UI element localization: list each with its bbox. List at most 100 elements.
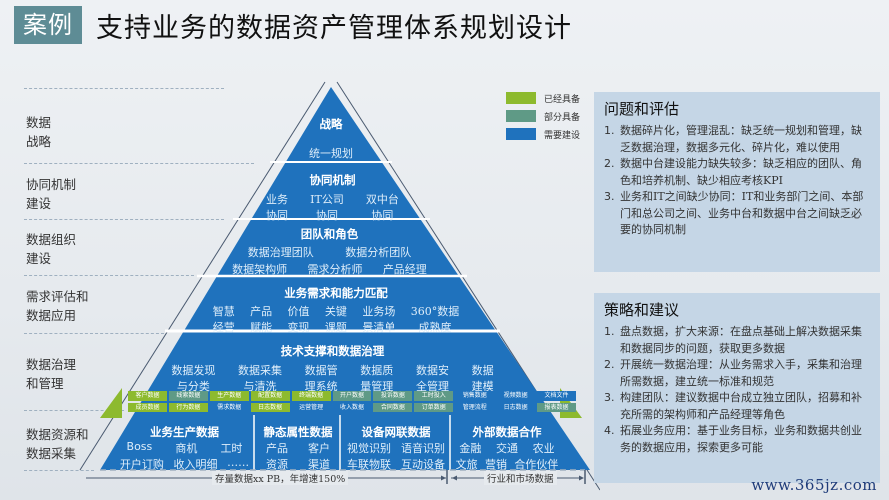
legend-label: 部分具备 xyxy=(544,112,581,123)
block-item: 金融 xyxy=(459,442,482,455)
item-line: 关键 xyxy=(324,305,347,318)
data-cell: 视频数据 xyxy=(496,391,536,401)
item-line: 协同 xyxy=(266,209,289,222)
list-item: 3. 业务和IT之间缺少协同：IT和业务部门之间、本部门和总公司之间、业务中台和数… xyxy=(604,189,870,239)
list-item: 1. 数据碎片化，管理混乱：缺乏统一规划和管理，缺乏数据治理，数据多元化、碎片化，… xyxy=(604,123,870,156)
block-item: 互动设备 xyxy=(401,458,445,471)
data-cell: 销售数据 xyxy=(455,391,495,401)
data-cell: 线索数据 xyxy=(168,391,208,401)
block-item: 收入明细 xyxy=(173,458,218,471)
data-cell: 工时投入 xyxy=(414,391,454,401)
label-line: 数据应用 xyxy=(26,308,77,323)
block-item: 车联物联 xyxy=(347,458,391,471)
item-number: 1. xyxy=(604,325,615,338)
item-line: 价值 xyxy=(287,305,310,318)
block-title: 业务生产数据 xyxy=(150,425,219,439)
panel-strategy: 策略和建议 1. 盘点数据，扩大来源：在盘点基础上解决数据采集和数据同步的问题，获… xyxy=(594,293,880,483)
data-cell: 开户数据 xyxy=(332,391,372,401)
tier-item: 数据治理团队 xyxy=(247,246,314,259)
level-label-collaboration: 协同机制 建设 xyxy=(26,175,76,213)
panel-title: 问题和评估 xyxy=(604,100,680,118)
item-text: 构建团队：建议数据中台成立独立团队，招募和补充所需的架构师和产品经理等角色 xyxy=(620,391,862,421)
divider xyxy=(24,410,124,411)
data-cell: 生产数据 xyxy=(209,391,249,401)
data-cell: 文档文件 xyxy=(537,391,576,401)
axis-label-market: 行业和市场数据 xyxy=(484,471,557,485)
label-line: 战略 xyxy=(26,134,52,149)
strategy-list: 1. 盘点数据，扩大来源：在盘点基础上解决数据采集和数据同步的问题，获取更多数据 … xyxy=(604,324,870,456)
item-line: 全管理 xyxy=(415,380,449,393)
tier-item: 产品 赋能 xyxy=(250,303,272,335)
tier-item: 数据发现 与分类 xyxy=(171,362,215,394)
tier-tech: 技术支撑和数据治理 数据发现 与分类 数据采集 与清洗 数据管 理系统 数据质 量管理 … xyxy=(160,343,505,394)
label-line: 数据治理 xyxy=(26,357,77,372)
divider xyxy=(24,163,254,164)
panel-title: 策略和建议 xyxy=(604,301,680,319)
tier-title: 团队和角色 xyxy=(300,227,359,241)
swatch-teal xyxy=(506,110,536,122)
item-line: 理系统 xyxy=(304,380,338,393)
block-item: 农业 xyxy=(532,442,555,455)
item-text: 盘点数据，扩大来源：在盘点基础上解决数据采集和数据同步的问题，获取更多数据 xyxy=(620,325,862,355)
tier-item: 数据分析团队 xyxy=(345,246,412,259)
tier-title: 战略 xyxy=(319,117,343,131)
item-line: IT公司 xyxy=(310,193,344,206)
item-line: 双中台 xyxy=(365,193,399,206)
block-row: 车联物联 互动设备 xyxy=(342,456,450,472)
tier-item: 数据安 全管理 xyxy=(416,362,449,394)
level-label-governance: 数据治理 和管理 xyxy=(26,355,76,393)
tier-title: 协同机制 xyxy=(309,173,356,187)
item-line: 赋能 xyxy=(250,321,273,334)
title-bar: 案例 支持业务的数据资产管理体系规划设计 xyxy=(14,6,572,44)
bottom-block-business: 业务生产数据 Boss 商机 工时 开户订购 收入明细 …… xyxy=(115,419,254,477)
tier-items: 智慧 经营 产品 赋能 价值 变现 关键 课题 业务场 景清单 360°数据 成熟度 xyxy=(205,303,467,335)
bottom-block-device: 设备网联数据 视觉识别 语音识别 车联物联 互动设备 xyxy=(342,419,450,477)
tier-item: 关键 课题 xyxy=(325,303,347,335)
item-line: 课题 xyxy=(324,321,347,334)
tier-item: 产品经理 xyxy=(382,263,427,276)
data-cell: 合同数据 xyxy=(373,402,413,412)
block-item: 渠道 xyxy=(308,458,330,471)
legend: 已经具备 部分具备 需要建设 xyxy=(506,90,580,144)
block-item: 语音识别 xyxy=(401,442,445,455)
label-line: 建设 xyxy=(26,196,52,211)
divider xyxy=(24,88,224,89)
data-cell: 运营管理 xyxy=(291,402,331,412)
data-cell: 行为数据 xyxy=(168,402,208,412)
block-item: 资源 xyxy=(266,458,288,471)
issues-list: 1. 数据碎片化，管理混乱：缺乏统一规划和管理，缺乏数据治理，数据多元化、碎片化，… xyxy=(604,123,870,239)
tier-item: 业务 协同 xyxy=(266,191,288,223)
data-cell: 需求数据 xyxy=(209,402,249,412)
swatch-green xyxy=(506,92,536,104)
block-item: 客户 xyxy=(308,442,330,455)
block-row: 资源 渠道 xyxy=(256,456,340,472)
item-line: 成熟度 xyxy=(418,321,452,334)
tier-collaboration: 协同机制 业务 协同 IT公司 协同 双中台协同 xyxy=(255,172,410,223)
tier-item: 业务场 景清单 xyxy=(362,303,395,335)
tier-team: 团队和角色 数据治理团队 数据分析团队 数据架构师 需求分析师 产品经理 xyxy=(222,226,437,277)
legend-item-needed: 需要建设 xyxy=(506,126,580,142)
tier-title: 业务需求和能力匹配 xyxy=(284,286,388,300)
level-label-organization: 数据组织 建设 xyxy=(26,230,76,268)
item-line: 360°数据 xyxy=(410,305,460,318)
block-item: 商机 xyxy=(175,442,198,455)
tier-item: IT公司 协同 xyxy=(310,191,344,223)
block-title: 设备网联数据 xyxy=(361,425,431,439)
tier-strategy: 战略 统一规划 xyxy=(281,116,381,161)
item-line: 数据质 xyxy=(360,364,394,377)
tier-items-row1: 数据治理团队 数据分析团队 xyxy=(222,244,437,260)
block-item: 工时 xyxy=(220,442,243,455)
level-labels: 数据 战略 协同机制 建设 数据组织 建设 需求评估和 数据应用 数据治理 和管… xyxy=(0,0,254,500)
data-cell: 订单数据 xyxy=(414,402,454,412)
axis-label-stock: 存量数据xx PB，年增速150% xyxy=(212,471,349,485)
level-label-resources: 数据资源和 数据采集 xyxy=(26,425,89,463)
item-line: 变现 xyxy=(287,321,310,334)
label-line: 数据组织 xyxy=(26,232,77,247)
legend-item-ready: 已经具备 xyxy=(506,90,580,106)
tier-title: 技术支撑和数据治理 xyxy=(280,344,385,358)
tier-item: 数据管 理系统 xyxy=(305,362,338,394)
list-item: 2. 数据中台建设能力缺失较多：缺乏相应的团队、角色和培养机制、缺少相应考核KPI xyxy=(604,156,870,189)
block-item: 产品 xyxy=(266,442,288,455)
swatch-blue xyxy=(506,128,536,140)
item-line: 数据安 xyxy=(415,364,449,377)
